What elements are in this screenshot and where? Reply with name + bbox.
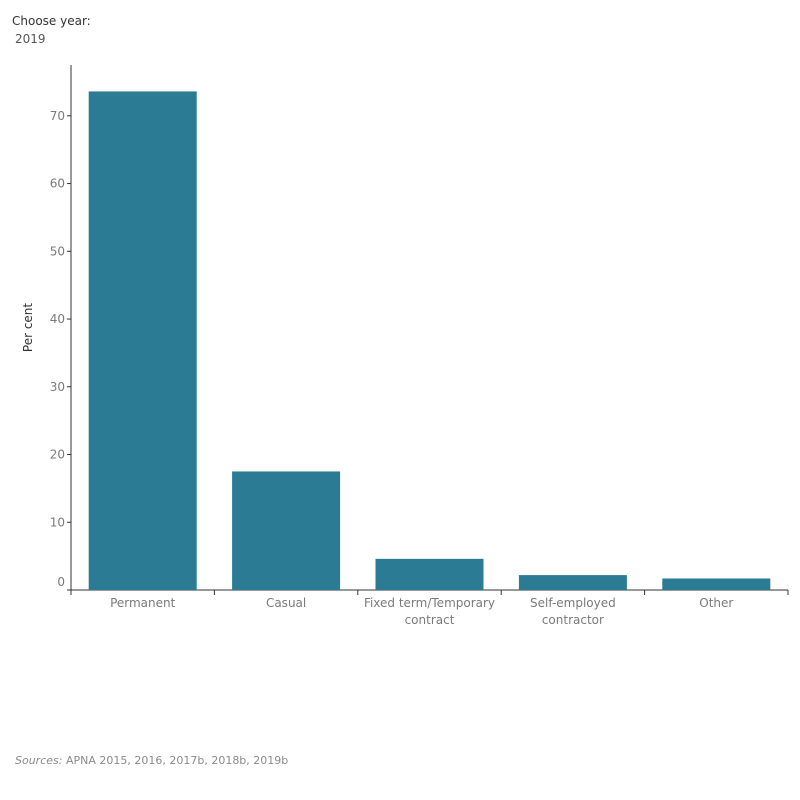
bar bbox=[662, 578, 771, 590]
y-tick-label: 70 bbox=[50, 109, 65, 123]
x-tick-label: Permanent bbox=[110, 596, 176, 610]
source-prefix: Sources: bbox=[15, 754, 63, 767]
y-tick-label: 20 bbox=[50, 448, 65, 462]
y-tick-label: 60 bbox=[50, 177, 65, 191]
bar bbox=[375, 558, 484, 590]
x-tick-label: contract bbox=[405, 613, 455, 627]
y-axis-label: Per cent bbox=[21, 303, 35, 353]
bar bbox=[232, 471, 341, 590]
y-tick-label: 0 bbox=[57, 575, 65, 589]
x-tick-label: Fixed term/Temporary bbox=[364, 596, 495, 610]
bar bbox=[88, 91, 197, 590]
source-note: Sources: APNA 2015, 2016, 2017b, 2018b, … bbox=[15, 754, 288, 767]
source-text: APNA 2015, 2016, 2017b, 2018b, 2019b bbox=[62, 754, 289, 767]
year-filter-label: Choose year: bbox=[12, 14, 91, 28]
year-filter: Choose year: 2019 bbox=[12, 14, 132, 46]
y-tick-label: 30 bbox=[50, 380, 65, 394]
x-tick-label: Casual bbox=[266, 596, 306, 610]
year-filter-value[interactable]: 2019 bbox=[15, 32, 46, 46]
x-tick-label: contractor bbox=[542, 613, 604, 627]
x-tick-label: Other bbox=[699, 596, 733, 610]
y-tick-label: 50 bbox=[50, 244, 65, 258]
y-tick-label: 10 bbox=[50, 515, 65, 529]
y-tick-label: 40 bbox=[50, 312, 65, 326]
x-tick-label: Self-employed bbox=[530, 596, 616, 610]
bar bbox=[518, 575, 627, 590]
